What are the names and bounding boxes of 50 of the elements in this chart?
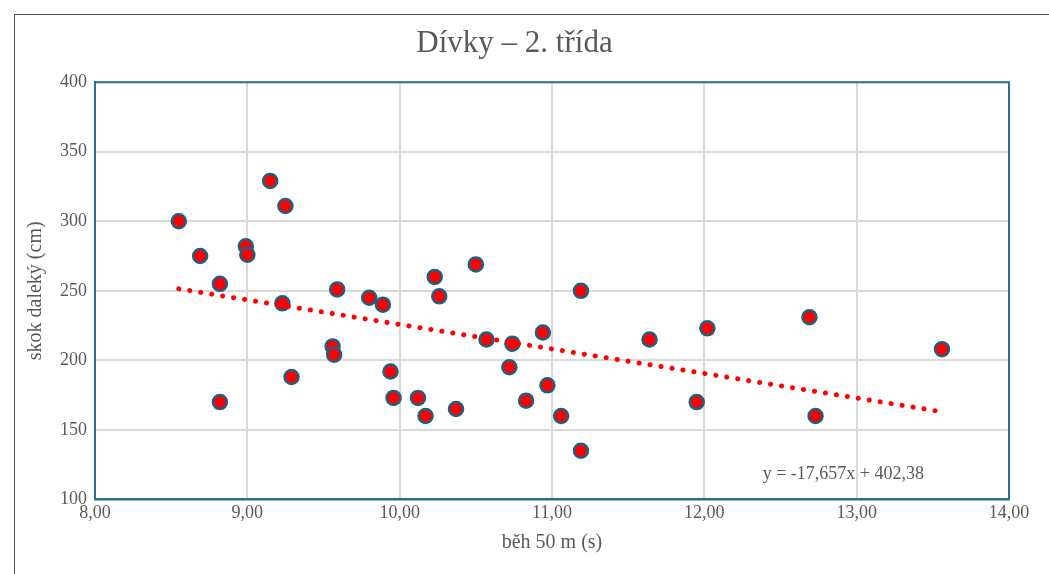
point xyxy=(517,392,535,409)
x-tick-label: 10,00 xyxy=(379,501,420,522)
x-tick-label: 12,00 xyxy=(684,501,725,522)
point xyxy=(552,407,570,425)
point xyxy=(467,256,485,273)
chart-title: Dívky – 2. třída xyxy=(416,23,613,59)
x-tick-label: 9,00 xyxy=(231,501,264,522)
point xyxy=(211,393,229,411)
point xyxy=(382,363,399,380)
point xyxy=(239,246,256,263)
point xyxy=(409,389,427,407)
point xyxy=(447,400,465,418)
point xyxy=(501,359,518,376)
point xyxy=(277,197,294,215)
y-tick-label: 350 xyxy=(60,140,87,161)
point xyxy=(261,172,279,190)
x-tick-label: 13,00 xyxy=(836,501,877,522)
point xyxy=(699,320,716,337)
point xyxy=(191,247,209,265)
point xyxy=(417,407,434,425)
point xyxy=(801,308,818,326)
y-tick-label: 200 xyxy=(60,349,87,370)
y-tick-label: 150 xyxy=(60,418,87,439)
point xyxy=(807,407,824,425)
point xyxy=(283,368,300,386)
point xyxy=(539,377,556,394)
x-axis-title: běh 50 m (s) xyxy=(501,530,603,554)
y-tick-label: 250 xyxy=(60,279,87,300)
annotation: y = -17,657x + 402,38 xyxy=(762,463,924,484)
point xyxy=(534,324,552,341)
point xyxy=(211,275,229,293)
point xyxy=(478,331,495,348)
y-tick-label: 300 xyxy=(60,210,87,230)
point xyxy=(431,288,448,305)
x-tick-label: 11,00 xyxy=(532,501,572,522)
point xyxy=(933,340,951,358)
point xyxy=(328,281,346,298)
point xyxy=(385,389,402,407)
point xyxy=(641,331,658,348)
y-tick-label: 400 xyxy=(60,70,87,91)
point xyxy=(374,296,392,313)
point xyxy=(426,268,443,286)
point xyxy=(572,442,590,459)
point xyxy=(325,346,343,364)
y-axis-title: skok daleký (cm) xyxy=(23,221,47,361)
point xyxy=(572,282,590,300)
point xyxy=(688,393,705,411)
point xyxy=(360,289,378,306)
point xyxy=(170,213,188,230)
x-tick-label: 14,00 xyxy=(988,501,1030,522)
